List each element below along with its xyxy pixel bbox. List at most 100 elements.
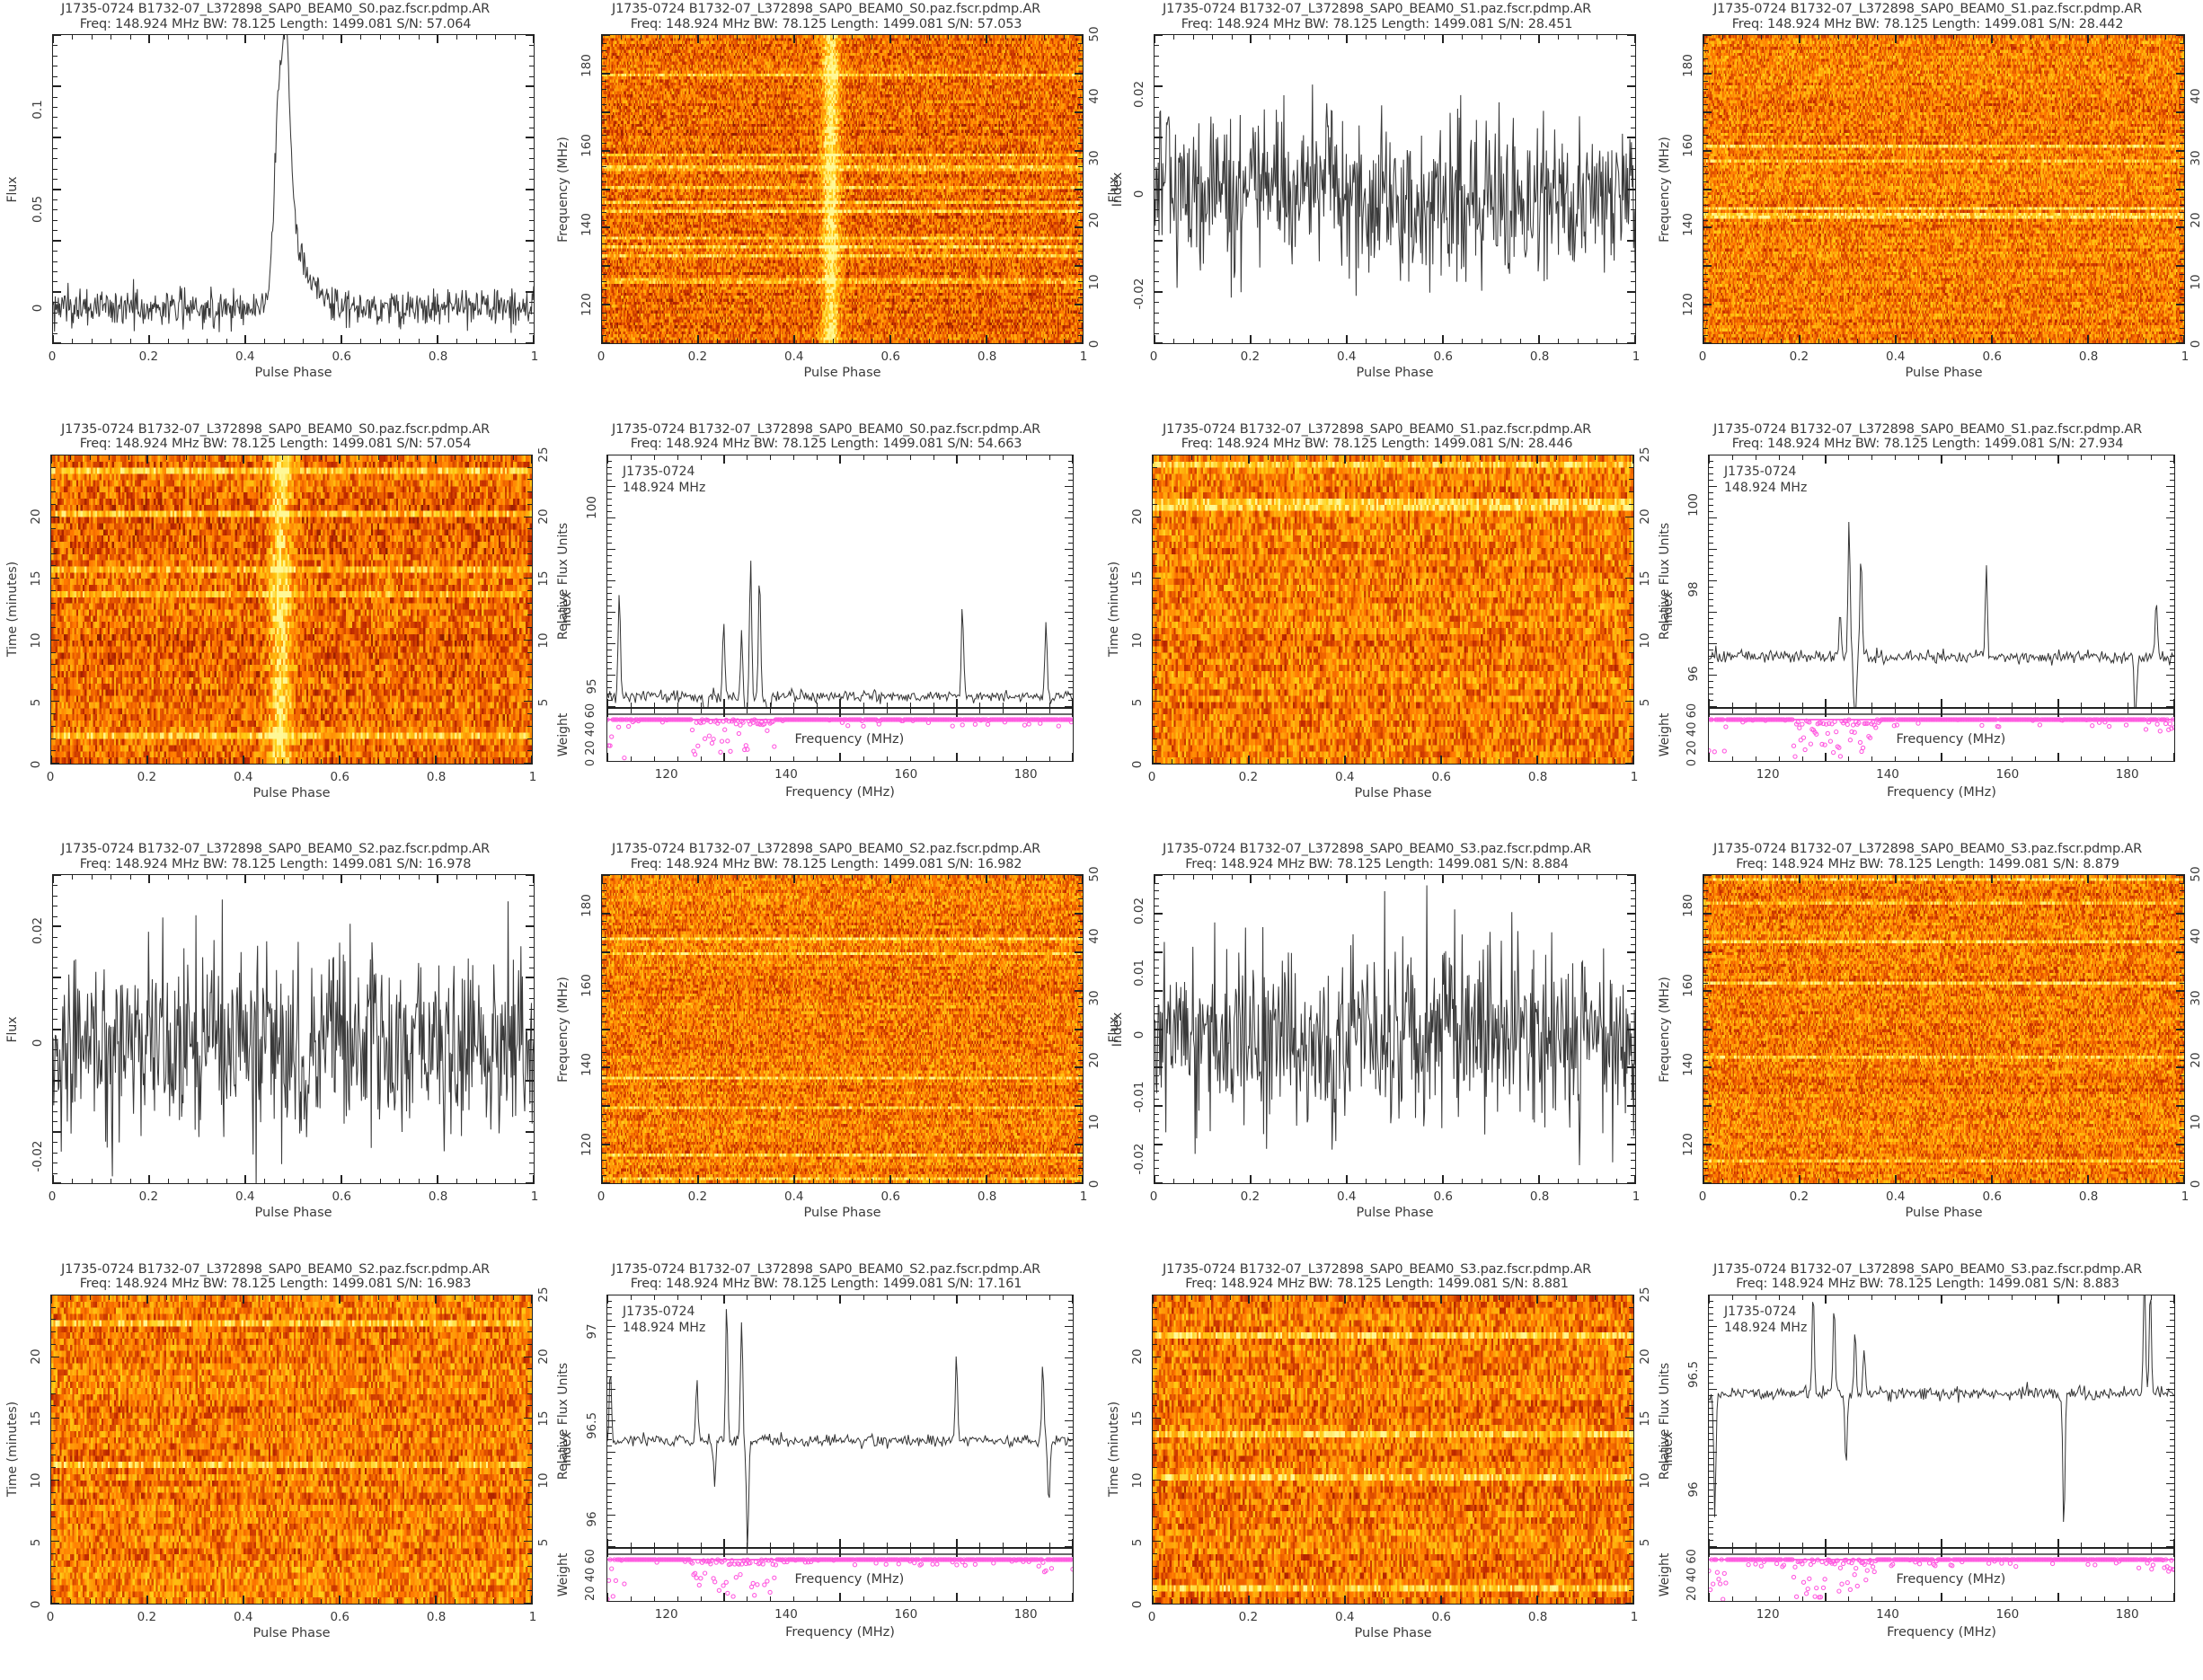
panel-title-line2: Freq: 148.924 MHz BW: 78.125 Length: 149…: [1731, 437, 2124, 452]
weight-frame-r4c4: [1708, 1547, 2175, 1602]
y-tick-label-right: 5: [536, 1538, 551, 1546]
x-tick-label: 0.6: [1431, 1609, 1451, 1624]
panel-title-line1: J1735-0724 B1732-07_L372898_SAP0_BEAM0_S…: [1163, 1261, 1591, 1277]
weight-axis-label: Weight: [556, 1552, 571, 1596]
y-tick-label-right: 20: [1638, 508, 1652, 525]
y-tick-label: 0: [1132, 190, 1146, 199]
y-tick-label: 10: [1130, 632, 1145, 649]
y-tick-label: 10: [29, 632, 43, 649]
y-axis-label: Frequency (MHz): [556, 976, 571, 1083]
y-tick-label-right: 25: [1638, 1286, 1652, 1303]
panel-r2c1: J1735-0724 B1732-07_L372898_SAP0_BEAM0_S…: [0, 420, 574, 841]
y-tick-label: 0: [1130, 760, 1145, 768]
y-tick-label-right: 30: [1087, 150, 1102, 166]
heatmap-image: [1153, 1295, 1633, 1604]
panel-r3c2: J1735-0724 B1732-07_L372898_SAP0_BEAM0_S…: [551, 840, 1125, 1260]
panel-r2c3: J1735-0724 B1732-07_L372898_SAP0_BEAM0_S…: [1102, 420, 1676, 841]
x-tick-label: 0.2: [1238, 769, 1259, 784]
heatmap-image: [602, 875, 1083, 1183]
y-tick-label-right: 40: [2189, 88, 2203, 104]
y-tick-label-right: 10: [2189, 1114, 2203, 1130]
y-tick-label: 96.5: [1686, 1361, 1701, 1389]
y-axis-label: Frequency (MHz): [556, 136, 571, 243]
y-tick-label: 20: [29, 1348, 43, 1365]
y-tick-label-right: 0: [1087, 340, 1102, 349]
x-tick-label: 120: [1756, 766, 1780, 782]
weight-axis-label: Weight: [556, 712, 571, 756]
y-axis-label: Flux: [1107, 1015, 1121, 1043]
y-tick-label: 0: [29, 1600, 43, 1608]
x-tick-label: 0: [48, 349, 57, 364]
y-tick-label: 160: [1681, 973, 1695, 997]
y-tick-label: 100: [585, 496, 599, 519]
x-tick-label: 140: [774, 1606, 798, 1622]
x-tick-label: 0.8: [428, 1189, 448, 1204]
y-tick-label: 0.02: [31, 916, 45, 944]
y-tick-label: 5: [29, 698, 43, 706]
y-tick-label-right: 0: [2189, 1180, 2203, 1189]
panel-title-line2: Freq: 148.924 MHz BW: 78.125 Length: 149…: [1185, 856, 1569, 871]
x-tick-label: 1: [1079, 349, 1088, 364]
plot-frame-r2c3: [1152, 454, 1634, 765]
panel-title-line2: Freq: 148.924 MHz BW: 78.125 Length: 149…: [630, 856, 1022, 871]
panel-r2c2: J1735-0724 B1732-07_L372898_SAP0_BEAM0_S…: [551, 420, 1102, 841]
x-axis-label: Pulse Phase: [252, 785, 331, 800]
x-tick-label: 0.6: [332, 1189, 351, 1204]
x-axis-label: Pulse Phase: [1356, 366, 1434, 380]
x-tick-label: 0.6: [330, 769, 349, 784]
annotation-source: J1735-0724: [1724, 1304, 1797, 1319]
x-tick-label: 160: [1995, 766, 2020, 782]
y-tick-label-right: 40: [1087, 928, 1102, 944]
weight-tick-labels: 20 40 60: [584, 1548, 597, 1601]
x-tick-label: 0: [1149, 1189, 1158, 1204]
y-tick-label: 15: [1130, 1410, 1145, 1427]
y-tick-label: -0.01: [1132, 1081, 1146, 1113]
panel-title-r1c2: J1735-0724 B1732-07_L372898_SAP0_BEAM0_S…: [551, 2, 1102, 31]
profile-trace: [1155, 885, 1635, 1166]
y-tick-label: 140: [1681, 213, 1695, 237]
x-tick-label: 0.2: [138, 349, 159, 364]
panel-title-line1: J1735-0724 B1732-07_L372898_SAP0_BEAM0_S…: [612, 2, 1040, 16]
y-axis-label: Relative Flux Units: [1658, 522, 1672, 640]
x-tick-label: 120: [654, 766, 678, 782]
y-tick-label-right: 5: [1638, 1538, 1652, 1546]
y-tick-label: 0: [1132, 1031, 1146, 1039]
x-tick-label: 180: [1013, 766, 1038, 782]
y-tick-label: 120: [580, 292, 594, 316]
x-axis-label: Pulse Phase: [252, 1625, 331, 1640]
y-tick-label-right: 20: [2189, 1052, 2203, 1068]
y-tick-label: 160: [1681, 133, 1695, 157]
plot-frame-r3c1: [52, 874, 535, 1184]
y-tick-label: -0.02: [1132, 1143, 1146, 1175]
x-axis-label: Pulse Phase: [254, 1206, 332, 1220]
x-tick-label: 0.8: [428, 349, 448, 364]
weight-scatter: [1709, 1552, 2174, 1601]
y-tick-label: 98: [1686, 581, 1701, 597]
x-tick-label: 0: [46, 1609, 55, 1624]
panel-title-line1: J1735-0724 B1732-07_L372898_SAP0_BEAM0_S…: [61, 842, 490, 856]
y-tick-label: 0: [31, 1039, 45, 1048]
x-axis-label: Frequency (MHz): [785, 784, 895, 800]
panel-r4c1: J1735-0724 B1732-07_L372898_SAP0_BEAM0_S…: [0, 1260, 574, 1680]
y-tick-label-right: 20: [2189, 212, 2203, 228]
panel-r4c2: J1735-0724 B1732-07_L372898_SAP0_BEAM0_S…: [551, 1260, 1102, 1680]
x-axis-label-overlay: Frequency (MHz): [794, 731, 905, 747]
plot-frame-r1c1: [52, 34, 535, 344]
x-tick-label: 0.8: [977, 349, 997, 364]
x-axis-label: Pulse Phase: [803, 366, 881, 380]
y-tick-label-right: 20: [1087, 1052, 1102, 1068]
panel-title-line2: Freq: 148.924 MHz BW: 78.125 Length: 149…: [1185, 1277, 1569, 1292]
x-tick-label: 0.6: [1431, 769, 1451, 784]
panel-title-r1c3: J1735-0724 B1732-07_L372898_SAP0_BEAM0_S…: [1102, 2, 1652, 31]
panel-title-r2c3: J1735-0724 B1732-07_L372898_SAP0_BEAM0_S…: [1102, 422, 1652, 452]
x-tick-label: 0.4: [1886, 349, 1906, 364]
y-tick-label: 140: [1681, 1053, 1695, 1077]
heatmap-image: [51, 455, 532, 764]
x-tick-label: 0.4: [1335, 769, 1355, 784]
y-tick-label-right: 30: [2189, 150, 2203, 166]
x-tick-label: 1: [530, 349, 539, 364]
x-tick-label: 1: [1630, 769, 1639, 784]
x-tick-label: 0.4: [1886, 1189, 1906, 1204]
x-tick-label: 1: [2181, 1189, 2190, 1204]
x-tick-label: 0.8: [2078, 1189, 2099, 1204]
